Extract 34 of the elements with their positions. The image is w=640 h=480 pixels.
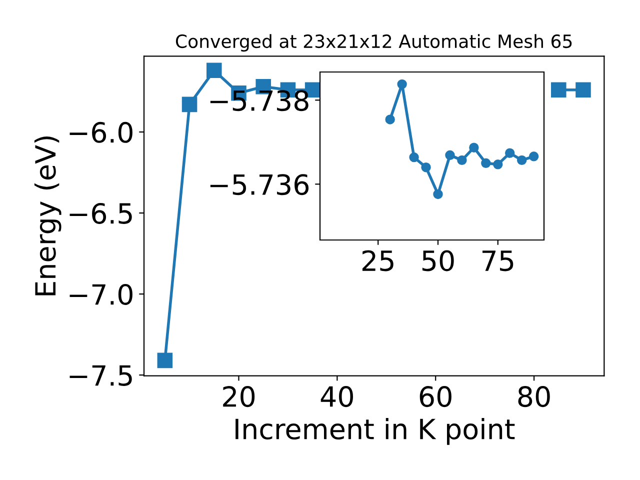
point xyxy=(445,150,455,160)
point xyxy=(433,189,443,200)
x-tick-label: 80 xyxy=(518,386,550,408)
point xyxy=(516,155,527,166)
y-tick-label: −7.0 xyxy=(70,284,132,305)
y-tick-label: −5.738 xyxy=(210,90,308,112)
point xyxy=(385,114,395,124)
point xyxy=(550,82,566,98)
x-tick-label: 75 xyxy=(482,250,514,272)
point xyxy=(505,148,515,158)
point xyxy=(397,79,407,90)
y-tick-label: −7.5 xyxy=(70,365,132,386)
chart-title: Converged at 23x21x12 Automatic Mesh 65 xyxy=(176,34,572,52)
point xyxy=(493,160,503,170)
y-axis-title: Energy (eV) xyxy=(34,136,62,296)
point xyxy=(157,352,173,368)
x-tick-label: 40 xyxy=(320,386,353,408)
y-tick-label: −5.736 xyxy=(210,174,309,196)
x-tick-label: 50 xyxy=(422,250,454,272)
point xyxy=(481,158,491,168)
point xyxy=(469,142,479,152)
y-tick-label: −6.0 xyxy=(70,122,132,143)
point xyxy=(409,152,419,162)
point xyxy=(528,152,539,162)
x-tick-label: 20 xyxy=(223,386,255,408)
x-tick-label: 25 xyxy=(362,250,394,272)
x-axis-title: Increment in K point xyxy=(236,418,515,445)
x-tick-label: 60 xyxy=(420,386,452,408)
point xyxy=(457,155,467,166)
point xyxy=(576,82,591,98)
y-tick-label: −6.5 xyxy=(70,202,132,224)
point xyxy=(182,96,198,112)
point xyxy=(421,162,431,172)
point xyxy=(206,62,222,78)
